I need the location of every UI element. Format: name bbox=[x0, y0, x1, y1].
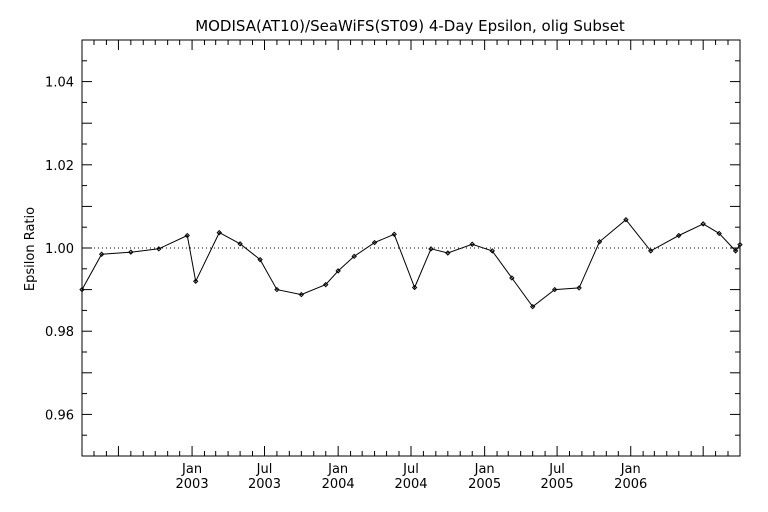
data-point bbox=[732, 248, 739, 254]
data-point bbox=[623, 217, 629, 223]
x-tick-month-label: Jan bbox=[327, 462, 348, 477]
series-line bbox=[81, 218, 741, 308]
x-tick-year-label: 2004 bbox=[322, 477, 355, 492]
x-tick-year-label: 2005 bbox=[468, 477, 501, 492]
data-point bbox=[676, 232, 682, 239]
y-tick-label: 0.96 bbox=[45, 408, 74, 423]
data-point bbox=[257, 256, 263, 263]
data-point bbox=[184, 232, 190, 239]
y-axis-ticks: 0.96 0.98 1.00 1.02 1.04 bbox=[45, 39, 740, 457]
data-point bbox=[576, 285, 582, 291]
data-point bbox=[98, 251, 105, 257]
data-point bbox=[509, 275, 515, 281]
data-point bbox=[216, 229, 222, 236]
data-point bbox=[128, 249, 134, 255]
data-point bbox=[156, 246, 162, 252]
data-point bbox=[192, 278, 199, 284]
data-point bbox=[716, 230, 722, 237]
chart-title: MODISA(AT10)/SeaWiFS(ST09) 4-Day Epsilon… bbox=[195, 17, 625, 35]
data-point bbox=[648, 248, 654, 254]
x-tick-year-label: 2004 bbox=[394, 477, 427, 492]
x-tick-month-label: Jan bbox=[181, 462, 202, 477]
x-tick-year-label: 2003 bbox=[248, 477, 281, 492]
data-point bbox=[79, 286, 85, 293]
data-point bbox=[237, 241, 243, 247]
data-point bbox=[323, 281, 329, 288]
x-tick-month-label: Jul bbox=[256, 462, 273, 477]
data-point bbox=[335, 268, 341, 274]
data-point bbox=[737, 241, 743, 248]
x-axis-ticks: Jan2003Jul2003Jan2004Jul2004Jan2005Jul20… bbox=[81, 40, 741, 492]
data-point bbox=[596, 239, 603, 245]
x-tick-month-label: Jul bbox=[548, 462, 565, 477]
data-point bbox=[298, 291, 305, 298]
data-point bbox=[445, 250, 451, 256]
y-axis-label: Epsilon Ratio bbox=[23, 207, 38, 291]
data-point bbox=[529, 303, 536, 310]
data-point bbox=[351, 253, 357, 260]
data-point bbox=[700, 221, 706, 227]
data-points bbox=[79, 217, 743, 310]
x-tick-month-label: Jan bbox=[620, 462, 641, 477]
x-tick-month-label: Jan bbox=[474, 462, 495, 477]
data-point bbox=[411, 284, 418, 291]
y-tick-label: 0.98 bbox=[45, 325, 74, 340]
data-point bbox=[371, 239, 378, 246]
data-point bbox=[391, 231, 397, 237]
data-point bbox=[428, 246, 434, 252]
x-tick-year-label: 2003 bbox=[176, 477, 209, 492]
x-tick-year-label: 2005 bbox=[541, 477, 574, 492]
y-tick-label: 1.04 bbox=[45, 76, 74, 91]
y-tick-label: 1.00 bbox=[45, 242, 74, 257]
data-point bbox=[489, 248, 495, 254]
data-point bbox=[551, 286, 558, 293]
x-tick-month-label: Jul bbox=[402, 462, 419, 477]
data-point bbox=[469, 241, 475, 247]
data-point bbox=[274, 286, 280, 293]
y-tick-label: 1.02 bbox=[45, 159, 74, 174]
x-tick-year-label: 2006 bbox=[614, 477, 647, 492]
